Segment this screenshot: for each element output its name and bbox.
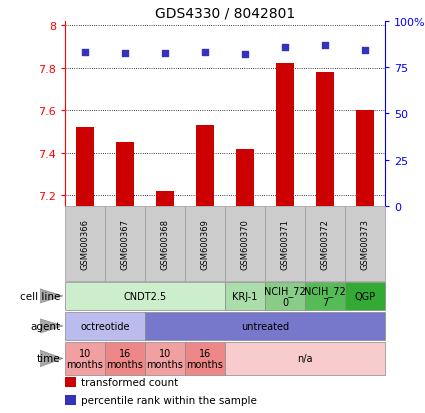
Bar: [345, 206, 385, 281]
Text: GSM600371: GSM600371: [280, 218, 289, 269]
Point: [82, 49, 88, 56]
Point: [362, 48, 368, 55]
Bar: [265, 282, 305, 311]
Text: GSM600373: GSM600373: [360, 218, 369, 269]
Text: octreotide: octreotide: [80, 321, 130, 331]
Bar: [145, 206, 185, 281]
Bar: [145, 312, 385, 340]
Text: GSM600366: GSM600366: [80, 218, 90, 269]
Text: KRJ-1: KRJ-1: [232, 291, 258, 301]
Bar: [345, 282, 385, 311]
Bar: [305, 206, 345, 281]
Polygon shape: [40, 350, 63, 367]
Text: GSM600367: GSM600367: [121, 218, 130, 269]
Point: [282, 45, 289, 51]
Text: transformed count: transformed count: [81, 377, 178, 387]
Text: GSM600369: GSM600369: [201, 218, 210, 269]
Bar: [225, 282, 265, 311]
Text: cell line: cell line: [20, 291, 61, 301]
Text: GSM600368: GSM600368: [161, 218, 170, 269]
Bar: [116, 143, 134, 206]
Bar: [105, 206, 145, 281]
Text: percentile rank within the sample: percentile rank within the sample: [81, 395, 257, 405]
Point: [241, 52, 248, 58]
Text: 10
months: 10 months: [67, 348, 103, 369]
Bar: [196, 126, 214, 206]
Text: 16
months: 16 months: [107, 348, 143, 369]
Bar: [276, 64, 294, 206]
Text: GSM600372: GSM600372: [320, 218, 329, 269]
Bar: [65, 282, 225, 311]
Bar: [225, 206, 265, 281]
Text: agent: agent: [31, 321, 61, 331]
Text: NCIH_72
7: NCIH_72 7: [304, 285, 346, 307]
Bar: [305, 282, 345, 311]
Text: CNDT2.5: CNDT2.5: [123, 291, 167, 301]
Bar: [65, 395, 76, 405]
Point: [201, 50, 208, 57]
Text: QGP: QGP: [354, 291, 376, 301]
Text: time: time: [37, 354, 61, 363]
Text: GSM600370: GSM600370: [241, 218, 249, 269]
Polygon shape: [40, 319, 63, 333]
Point: [162, 51, 168, 57]
Point: [322, 43, 329, 50]
Bar: [65, 342, 105, 375]
Bar: [65, 206, 105, 281]
Bar: [65, 377, 76, 387]
Bar: [156, 192, 174, 206]
Bar: [316, 73, 334, 206]
Text: untreated: untreated: [241, 321, 289, 331]
Text: n/a: n/a: [297, 354, 313, 363]
Bar: [236, 149, 254, 206]
Bar: [265, 206, 305, 281]
Polygon shape: [40, 289, 63, 304]
Bar: [65, 312, 145, 340]
Bar: [185, 206, 225, 281]
Point: [122, 51, 128, 57]
Bar: [145, 342, 185, 375]
Bar: [105, 342, 145, 375]
Bar: [76, 128, 94, 206]
Bar: [185, 342, 225, 375]
Bar: [225, 342, 385, 375]
Text: NCIH_72
0: NCIH_72 0: [264, 285, 306, 307]
Text: 10
months: 10 months: [147, 348, 184, 369]
Text: 16
months: 16 months: [187, 348, 224, 369]
Bar: [356, 111, 374, 206]
Title: GDS4330 / 8042801: GDS4330 / 8042801: [155, 7, 295, 21]
